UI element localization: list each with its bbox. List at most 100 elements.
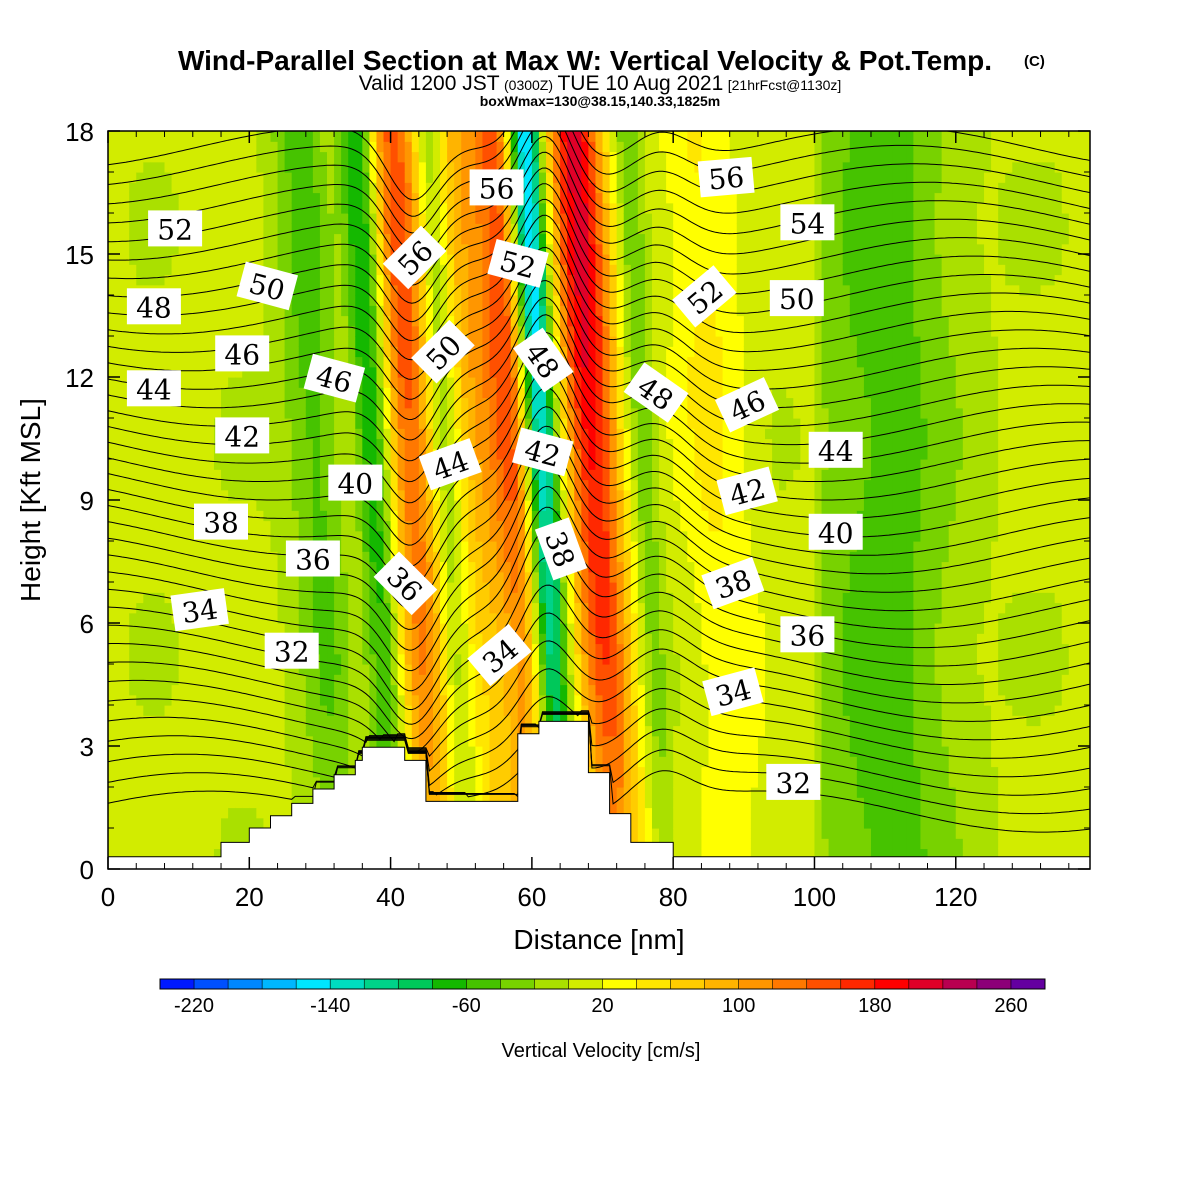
velocity-cell bbox=[185, 161, 194, 173]
velocity-cell bbox=[164, 264, 173, 276]
velocity-cell bbox=[369, 274, 378, 286]
velocity-cell bbox=[157, 664, 166, 675]
velocity-cell bbox=[178, 530, 187, 542]
velocity-cell bbox=[122, 664, 130, 675]
velocity-cell bbox=[185, 151, 194, 163]
velocity-cell bbox=[560, 582, 568, 593]
velocity-cell bbox=[510, 397, 519, 409]
velocity-cell bbox=[263, 510, 272, 522]
velocity-cell bbox=[581, 418, 589, 429]
velocity-cell bbox=[235, 295, 243, 306]
velocity-cell bbox=[581, 407, 589, 419]
velocity-cell bbox=[228, 366, 236, 378]
velocity-cell bbox=[447, 192, 455, 204]
velocity-cell bbox=[482, 756, 491, 768]
velocity-cell bbox=[298, 602, 307, 614]
velocity-cell bbox=[404, 346, 413, 358]
velocity-cell bbox=[341, 592, 349, 604]
velocity-cell bbox=[588, 561, 597, 573]
velocity-cell bbox=[355, 705, 363, 716]
velocity-cell bbox=[143, 243, 151, 255]
velocity-cell bbox=[475, 541, 484, 552]
velocity-cell bbox=[178, 295, 187, 306]
velocity-cell bbox=[319, 684, 328, 696]
velocity-cell bbox=[440, 161, 448, 173]
velocity-cell bbox=[319, 653, 328, 665]
velocity-cell bbox=[517, 623, 526, 634]
velocity-cell bbox=[206, 674, 215, 686]
velocity-cell bbox=[242, 377, 250, 388]
velocity-cell bbox=[108, 592, 116, 604]
velocity-cell bbox=[108, 520, 116, 532]
velocity-cell bbox=[178, 510, 187, 522]
velocity-cell bbox=[411, 284, 420, 296]
velocity-cell bbox=[115, 151, 123, 163]
velocity-cell bbox=[192, 264, 201, 276]
velocity-cell bbox=[115, 284, 123, 296]
velocity-cell bbox=[447, 530, 455, 542]
velocity-cell bbox=[376, 694, 385, 706]
velocity-cell bbox=[206, 315, 215, 327]
velocity-cell bbox=[334, 274, 342, 286]
velocity-cell bbox=[249, 776, 257, 788]
velocity-cell bbox=[263, 664, 272, 675]
velocity-cell bbox=[538, 161, 547, 173]
velocity-cell bbox=[171, 735, 180, 747]
velocity-cell bbox=[538, 674, 547, 686]
velocity-cell bbox=[496, 213, 505, 224]
velocity-cell bbox=[298, 223, 307, 235]
velocity-cell bbox=[588, 551, 597, 563]
velocity-cell bbox=[461, 264, 469, 276]
velocity-cell bbox=[171, 746, 180, 757]
velocity-cell bbox=[129, 346, 137, 358]
velocity-cell bbox=[221, 305, 229, 317]
velocity-cell bbox=[129, 664, 137, 675]
velocity-cell bbox=[588, 305, 597, 317]
velocity-cell bbox=[284, 756, 293, 768]
velocity-cell bbox=[454, 694, 462, 706]
velocity-cell bbox=[150, 520, 159, 532]
velocity-cell bbox=[432, 418, 441, 429]
velocity-cell bbox=[319, 694, 328, 706]
velocity-cell bbox=[418, 520, 427, 532]
velocity-cell bbox=[284, 766, 293, 778]
velocity-cell bbox=[129, 746, 137, 757]
velocity-cell bbox=[468, 151, 476, 163]
velocity-cell bbox=[319, 397, 328, 409]
velocity-cell bbox=[235, 141, 243, 153]
velocity-cell bbox=[256, 694, 265, 706]
velocity-cell bbox=[256, 766, 265, 778]
velocity-cell bbox=[136, 192, 144, 204]
velocity-cell bbox=[341, 161, 349, 173]
velocity-cell bbox=[496, 705, 505, 716]
velocity-cell bbox=[291, 428, 300, 440]
velocity-cell bbox=[327, 705, 335, 716]
velocity-cell bbox=[221, 776, 229, 788]
velocity-cell bbox=[171, 797, 180, 809]
velocity-cell bbox=[249, 582, 257, 593]
velocity-cell bbox=[440, 182, 448, 194]
velocity-cell bbox=[468, 735, 476, 747]
velocity-cell bbox=[270, 151, 279, 163]
velocity-cell bbox=[249, 623, 257, 634]
velocity-cell bbox=[432, 428, 441, 440]
velocity-cell bbox=[390, 346, 399, 358]
velocity-cell bbox=[277, 776, 286, 788]
velocity-cell bbox=[553, 182, 561, 194]
velocity-cell bbox=[206, 336, 215, 347]
velocity-cell bbox=[510, 284, 519, 296]
velocity-cell bbox=[235, 694, 243, 706]
velocity-cell bbox=[206, 694, 215, 706]
velocity-cell bbox=[199, 254, 208, 265]
velocity-cell bbox=[411, 295, 420, 306]
velocity-cell bbox=[108, 274, 116, 286]
velocity-cell bbox=[376, 315, 385, 327]
velocity-cell bbox=[567, 459, 575, 470]
velocity-cell bbox=[122, 694, 130, 706]
velocity-cell bbox=[122, 766, 130, 778]
velocity-cell bbox=[150, 746, 159, 757]
velocity-cell bbox=[291, 377, 300, 388]
velocity-cell bbox=[192, 664, 201, 675]
velocity-cell bbox=[489, 305, 498, 317]
velocity-cell bbox=[482, 459, 491, 470]
